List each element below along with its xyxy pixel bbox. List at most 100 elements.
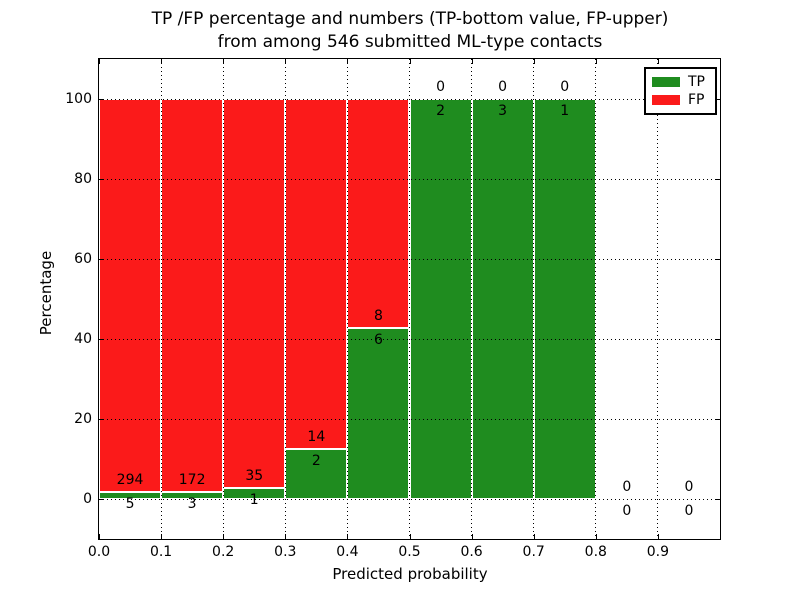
x-tick-label: 0.8 [584,544,607,560]
x-tick-mark [409,534,411,539]
fp-count-label: 0 [436,79,445,95]
legend-box: TP FP [644,67,717,115]
x-tick-label: 0.7 [522,544,545,560]
x-tick-label: 0.1 [149,544,173,560]
y-tick-label: 0 [83,491,92,507]
x-tick-mark [223,534,225,539]
tp-count-label: 6 [373,331,383,348]
x-tick-mark [99,534,100,539]
horizontal-gridline [99,419,720,420]
y-tick-label: 100 [65,91,92,107]
tp-count-label: 2 [436,103,445,119]
fp-bar-segment [347,99,410,328]
fp-bar-segment [223,99,286,488]
y-tick-mark [715,179,720,180]
y-tick-mark [99,179,104,180]
fp-count-label: 0 [622,479,632,495]
tp-count-label: 3 [187,496,197,513]
x-tick-mark [533,59,535,64]
x-tick-mark [657,59,659,64]
x-tick-label: 0.5 [398,544,421,560]
y-tick-mark [99,499,104,500]
y-tick-mark [715,339,720,340]
tp-count-label: 1 [560,103,570,119]
vertical-gridline [595,59,597,539]
x-tick-label: 0.6 [460,544,483,560]
horizontal-gridline [99,339,720,340]
y-tick-mark [715,419,720,420]
chart-title-line-2: from among 546 submitted ML-type contact… [217,32,603,52]
vertical-gridline [222,59,224,539]
x-tick-label: 0.4 [336,544,359,560]
legend-item: FP [652,92,709,108]
x-axis-label: Predicted probability [332,565,488,583]
y-tick-mark [99,419,104,420]
tp-count-label: 5 [125,496,135,513]
fp-bar-segment [99,99,162,493]
y-tick-mark [715,259,720,260]
legend-item: TP [652,74,709,90]
fp-count-label: 0 [498,79,508,95]
y-tick-mark [99,99,104,100]
vertical-gridline [409,59,410,539]
y-tick-mark [715,499,720,500]
tp-bar-segment [161,492,224,499]
x-tick-mark [471,59,473,64]
x-tick-mark [409,59,411,64]
tp-bar-segment [409,99,472,499]
horizontal-gridline [99,499,720,500]
tp-bar-segment [285,449,348,499]
x-tick-mark [595,59,597,64]
fp-count-label: 14 [307,429,326,445]
vertical-gridline [346,59,348,539]
y-axis-label: Percentage [37,250,55,336]
x-tick-mark [161,534,163,539]
tp-bar-segment [99,492,162,499]
x-tick-mark [285,534,287,539]
fp-color-swatch [652,95,680,106]
y-tick-label: 60 [74,251,92,267]
x-tick-mark [347,534,349,539]
x-tick-label: 0.2 [212,544,235,560]
tp-count-label: 2 [311,453,321,469]
y-tick-label: 20 [74,411,92,427]
vertical-gridline [471,59,473,539]
fp-count-label: 0 [560,79,570,95]
fp-bar-segment [161,99,224,493]
tp-count-label: 1 [249,491,259,508]
plot-area: 294 5 172 3 35 1 14 2 8 6 0 2 0 3 0 1 0 0 0 0 [98,58,721,540]
fp-count-label: 172 [178,472,206,489]
vertical-gridline [160,59,162,539]
y-tick-label: 80 [74,171,92,187]
y-tick-mark [715,99,720,100]
y-tick-label: 40 [74,331,92,347]
x-tick-mark [533,534,535,539]
y-tick-mark [99,259,104,260]
fp-count-label: 294 [116,472,144,489]
x-tick-label: 0.9 [646,544,670,560]
fp-bar-segment [285,99,348,449]
fp-count-label: 35 [245,467,264,484]
vertical-gridline [284,59,286,539]
tp-color-swatch [652,76,680,87]
x-tick-mark [471,534,473,539]
chart-title-line-1: TP /FP percentage and numbers (TP-bottom… [151,9,669,29]
x-tick-mark [657,534,659,539]
x-tick-mark [161,59,163,64]
horizontal-gridline [99,99,720,100]
horizontal-gridline [99,179,720,180]
y-tick-mark [99,339,104,340]
tp-count-label: 0 [684,503,694,519]
tp-bar-segment [533,99,596,499]
x-tick-label: 0.0 [87,544,111,560]
x-tick-mark [595,534,597,539]
fp-count-label: 0 [684,479,694,495]
x-tick-mark [347,59,349,64]
vertical-gridline [657,59,659,539]
tp-bar-segment [347,327,410,499]
legend-item-label: FP [688,92,705,109]
legend-item-label: TP [688,73,705,90]
horizontal-gridline [99,259,720,260]
vertical-gridline [533,59,535,539]
